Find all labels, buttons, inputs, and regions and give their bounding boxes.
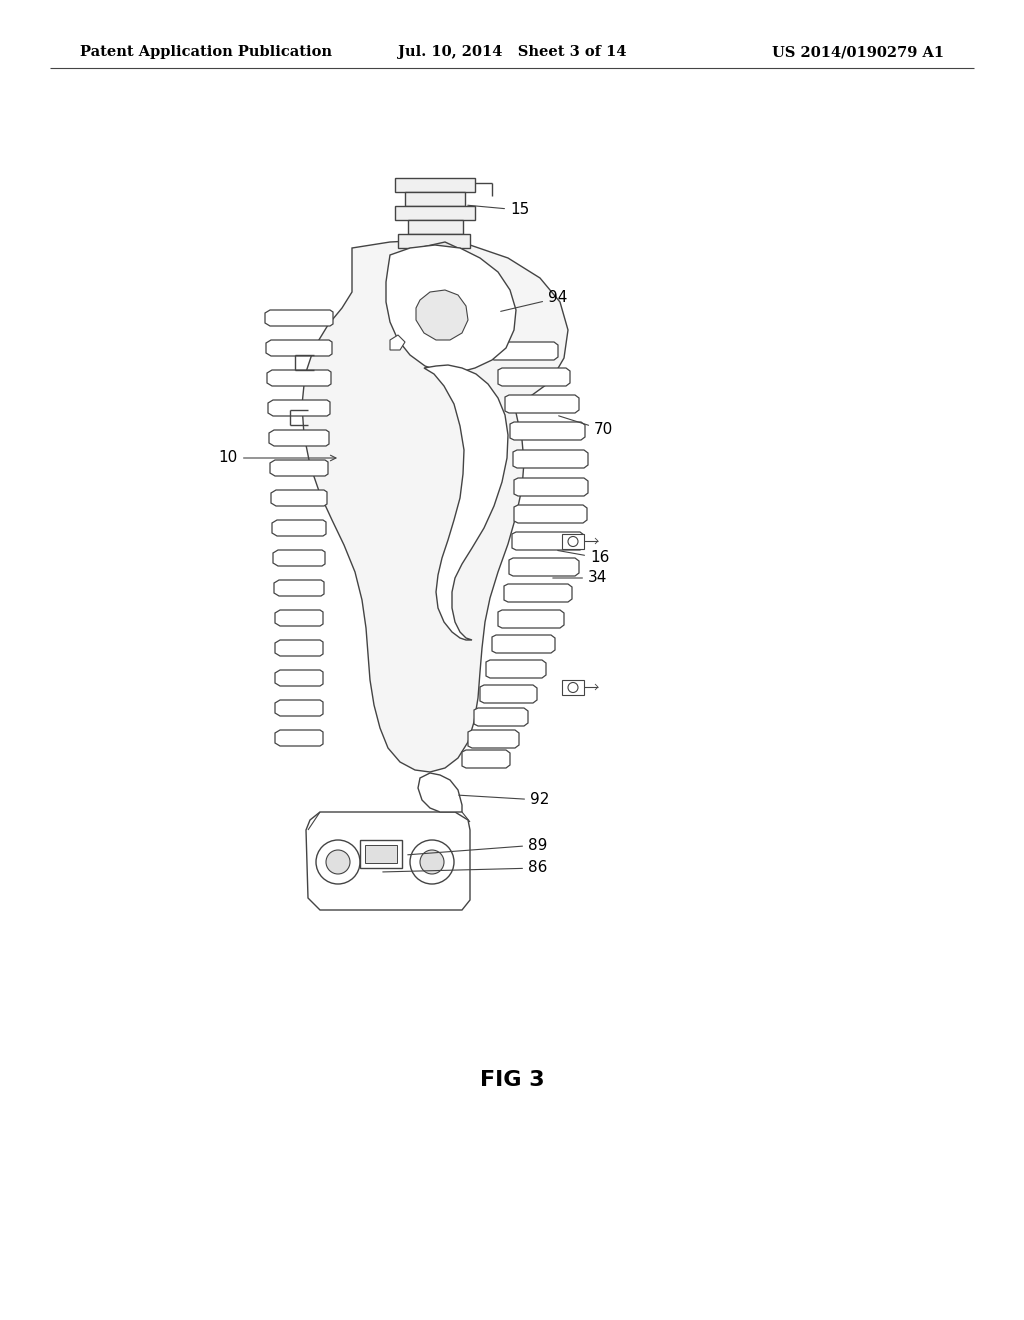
- Polygon shape: [509, 558, 579, 576]
- Bar: [562, 535, 584, 549]
- Bar: [365, 845, 397, 863]
- Polygon shape: [468, 730, 519, 748]
- Polygon shape: [274, 579, 324, 597]
- Polygon shape: [480, 685, 537, 704]
- Text: 94: 94: [501, 290, 567, 312]
- Bar: [410, 248, 460, 261]
- Polygon shape: [504, 583, 572, 602]
- Polygon shape: [416, 290, 468, 341]
- Polygon shape: [275, 730, 323, 746]
- Polygon shape: [265, 310, 333, 326]
- Polygon shape: [418, 774, 462, 812]
- Polygon shape: [272, 520, 326, 536]
- Text: 10: 10: [219, 450, 336, 466]
- Polygon shape: [390, 335, 406, 350]
- Polygon shape: [505, 395, 579, 413]
- Polygon shape: [514, 506, 587, 523]
- Polygon shape: [275, 671, 323, 686]
- Polygon shape: [275, 610, 323, 626]
- Polygon shape: [306, 812, 470, 909]
- Circle shape: [568, 536, 578, 546]
- Text: US 2014/0190279 A1: US 2014/0190279 A1: [772, 45, 944, 59]
- Text: 16: 16: [558, 550, 609, 565]
- Polygon shape: [514, 478, 588, 496]
- Polygon shape: [386, 246, 516, 372]
- Polygon shape: [486, 660, 546, 678]
- Polygon shape: [498, 368, 570, 385]
- Polygon shape: [492, 635, 555, 653]
- Text: Jul. 10, 2014   Sheet 3 of 14: Jul. 10, 2014 Sheet 3 of 14: [397, 45, 627, 59]
- Bar: [395, 206, 475, 220]
- Polygon shape: [490, 342, 558, 360]
- Bar: [398, 234, 470, 248]
- Text: 86: 86: [383, 861, 548, 875]
- Circle shape: [410, 840, 454, 884]
- Bar: [395, 178, 475, 191]
- Circle shape: [316, 840, 360, 884]
- Circle shape: [568, 682, 578, 693]
- Polygon shape: [275, 700, 323, 715]
- Bar: [360, 840, 402, 869]
- Polygon shape: [302, 240, 568, 772]
- Text: 89: 89: [408, 837, 548, 855]
- Polygon shape: [271, 490, 327, 506]
- Polygon shape: [275, 640, 323, 656]
- Text: 92: 92: [459, 792, 549, 808]
- Polygon shape: [498, 610, 564, 628]
- Bar: [562, 680, 584, 696]
- Polygon shape: [424, 366, 508, 640]
- Bar: [406, 191, 465, 206]
- Circle shape: [326, 850, 350, 874]
- Text: 70: 70: [559, 416, 613, 437]
- Polygon shape: [267, 370, 331, 385]
- Text: Patent Application Publication: Patent Application Publication: [80, 45, 332, 59]
- Polygon shape: [269, 430, 329, 446]
- Polygon shape: [510, 422, 585, 440]
- Text: 15: 15: [468, 202, 529, 218]
- Polygon shape: [273, 550, 325, 566]
- Text: 34: 34: [553, 570, 607, 586]
- Polygon shape: [512, 532, 584, 550]
- Text: FIG 3: FIG 3: [479, 1071, 545, 1090]
- Polygon shape: [513, 450, 588, 469]
- Polygon shape: [408, 242, 460, 302]
- Bar: [408, 220, 463, 234]
- Polygon shape: [266, 341, 332, 356]
- Polygon shape: [268, 400, 330, 416]
- Circle shape: [420, 850, 444, 874]
- Polygon shape: [270, 459, 328, 477]
- Polygon shape: [462, 750, 510, 768]
- Polygon shape: [474, 708, 528, 726]
